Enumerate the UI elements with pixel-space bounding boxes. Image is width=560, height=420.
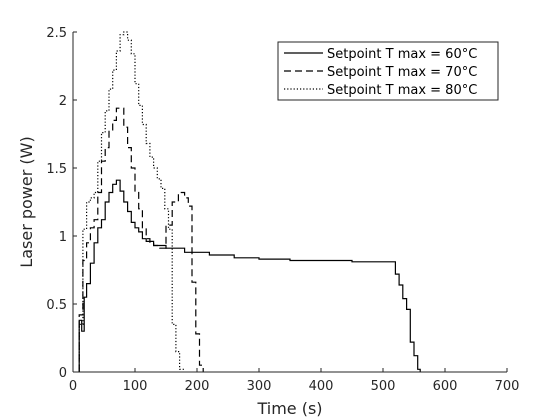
y-tick-label: 2	[59, 94, 67, 109]
y-tick-label: 2.5	[46, 26, 67, 41]
axes: 0 100 200 300 400 500 600 700 0 0.5 1 1.5 2 2.5	[46, 26, 519, 394]
legend-label: Setpoint T max = 80°C	[327, 83, 477, 98]
legend-box	[277, 41, 499, 101]
y-tick-label: 1	[59, 230, 67, 245]
y-tick-label: 1.5	[46, 162, 67, 177]
series-layer	[78, 31, 421, 372]
legend-label: Setpoint T max = 70°C	[327, 65, 477, 80]
y-axis-label: Laser power (W)	[17, 136, 36, 267]
x-tick-label: 100	[123, 379, 148, 394]
legend-entries: Setpoint T max = 60°C Setpoint T max = 70…	[284, 47, 477, 98]
series-line-1	[78, 179, 421, 372]
x-tick-label: 700	[495, 379, 520, 394]
x-tick-label: 200	[185, 379, 210, 394]
x-tick-label: 400	[309, 379, 334, 394]
x-axis-label: Time (s)	[256, 399, 322, 418]
series-line-2	[78, 107, 204, 372]
series-line-3	[78, 31, 184, 372]
x-tick-label: 600	[433, 379, 458, 394]
y-tick-label: 0	[59, 366, 67, 381]
x-tick-label: 0	[69, 379, 77, 394]
y-ticks: 0 0.5 1 1.5 2 2.5	[46, 26, 77, 381]
x-tick-label: 300	[247, 379, 272, 394]
x-ticks: 0 100 200 300 400 500 600 700	[69, 368, 520, 394]
x-tick-label: 500	[371, 379, 396, 394]
legend: Setpoint T max = 60°C Setpoint T max = 70…	[277, 41, 499, 101]
legend-label: Setpoint T max = 60°C	[327, 47, 477, 62]
y-tick-label: 0.5	[46, 298, 67, 313]
